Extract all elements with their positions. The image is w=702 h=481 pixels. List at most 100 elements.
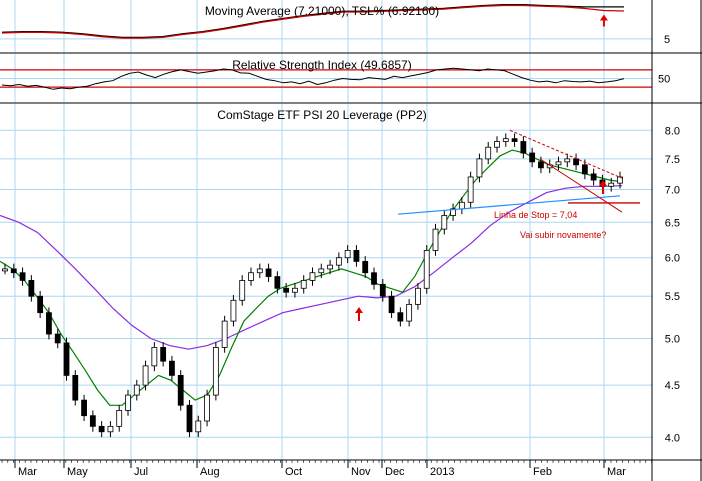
price-ytick-label: 6.5 xyxy=(665,217,680,229)
price-candle xyxy=(186,404,193,433)
x-axis-label: Aug xyxy=(200,466,220,478)
price-candle xyxy=(388,295,395,314)
price-candle xyxy=(617,176,623,184)
price-candle xyxy=(2,268,8,272)
price-candle xyxy=(212,347,219,396)
price-candle xyxy=(485,146,492,160)
price-ytick-label: 7.0 xyxy=(665,184,680,196)
price-candle xyxy=(581,164,588,175)
price-candle xyxy=(371,272,377,285)
price-candle xyxy=(362,261,369,274)
price-candle xyxy=(89,415,96,427)
price-ytick-label: 5.0 xyxy=(665,333,680,345)
rsi-series-line xyxy=(1,67,625,90)
price-candle xyxy=(379,283,386,297)
ma-title: Moving Average (7.21000), TSL% (6.92160) xyxy=(205,4,439,18)
price-candle xyxy=(116,410,123,427)
price-ytick-label: 4.5 xyxy=(665,380,680,392)
price-candle xyxy=(265,268,272,277)
x-axis-label: Nov xyxy=(351,466,371,478)
price-candle xyxy=(300,280,307,289)
sma-long-line xyxy=(0,185,623,350)
price-candle xyxy=(423,249,430,289)
price-candle xyxy=(476,158,483,178)
price-candle xyxy=(335,257,342,266)
price-candle xyxy=(397,312,404,322)
price-candle xyxy=(46,312,52,335)
price-candle xyxy=(107,425,114,433)
price-candle xyxy=(538,161,544,169)
price-candle xyxy=(283,287,290,293)
price-candle xyxy=(353,249,360,262)
price-candle xyxy=(195,420,202,433)
price-candle xyxy=(81,399,87,417)
price-ytick-label: 6.0 xyxy=(665,253,680,265)
x-axis-label: Oct xyxy=(285,466,302,478)
price-candle xyxy=(520,141,527,154)
price-candle xyxy=(133,384,140,396)
price-candle xyxy=(54,333,61,344)
price-candle xyxy=(221,320,228,348)
price-candle xyxy=(256,268,263,274)
price-candle xyxy=(458,201,465,210)
price-candle xyxy=(327,264,333,270)
price-candle xyxy=(573,158,579,166)
price-candle xyxy=(511,138,518,142)
price-candle xyxy=(98,425,105,433)
downtrend-channel-line xyxy=(509,129,623,179)
price-candle xyxy=(564,158,571,163)
x-axis-label: Feb xyxy=(533,466,552,478)
price-candle xyxy=(555,161,562,166)
support-trendline xyxy=(397,195,621,215)
price-candle xyxy=(248,272,254,281)
stop-line-annotation: Linha de Stop = 7,04 xyxy=(494,210,577,220)
price-candle xyxy=(415,287,421,305)
x-axis-label: Mar xyxy=(18,466,37,478)
price-candle xyxy=(441,215,448,230)
price-candle xyxy=(406,303,413,322)
price-candle xyxy=(608,182,615,187)
rsi-ytick-label: 50 xyxy=(658,74,670,86)
price-candle xyxy=(125,394,131,411)
price-candle xyxy=(19,272,26,281)
x-axis-label: 2013 xyxy=(430,466,454,478)
price-candle xyxy=(177,374,184,406)
price-candle xyxy=(502,138,509,142)
price-candle xyxy=(344,249,351,259)
price-candle xyxy=(142,365,149,386)
price-candle xyxy=(239,280,246,301)
price-candle xyxy=(28,280,35,297)
price-candle xyxy=(529,152,536,163)
x-axis-label: May xyxy=(67,466,88,478)
price-candle xyxy=(309,272,316,281)
price-ytick-label: 4.0 xyxy=(665,432,680,444)
price-candle xyxy=(37,295,44,314)
x-axis-label: Mar xyxy=(607,466,626,478)
ma-series-line-0 xyxy=(1,4,624,39)
price-candle xyxy=(10,268,17,274)
price-candle xyxy=(72,374,79,401)
x-axis-label: Dec xyxy=(385,466,405,478)
price-title: ComStage ETF PSI 20 Leverage (PP2) xyxy=(217,108,426,122)
price-candle xyxy=(169,360,175,376)
price-candle xyxy=(292,287,298,293)
price-candle xyxy=(63,342,70,376)
price-candle xyxy=(450,208,456,216)
price-candle xyxy=(230,299,237,322)
price-candle xyxy=(274,276,281,289)
price-ytick-label: 7.5 xyxy=(665,154,680,166)
price-ytick-label: 8.0 xyxy=(665,125,680,137)
price-candle xyxy=(467,176,474,203)
ma-ytick-label: 5 xyxy=(664,34,670,46)
question-annotation: Vai subir novamente? xyxy=(520,230,606,240)
price-ytick-label: 5.5 xyxy=(665,291,680,303)
ma-buy-arrow xyxy=(599,14,608,27)
price-candle xyxy=(590,173,597,181)
price-candle xyxy=(151,347,158,367)
price-candle xyxy=(432,228,439,251)
price-candle xyxy=(494,141,500,148)
price-arrow-right xyxy=(599,180,607,194)
ma-series-line-1 xyxy=(1,4,625,39)
rsi-title: Relative Strength Index (49.6857) xyxy=(232,58,411,72)
